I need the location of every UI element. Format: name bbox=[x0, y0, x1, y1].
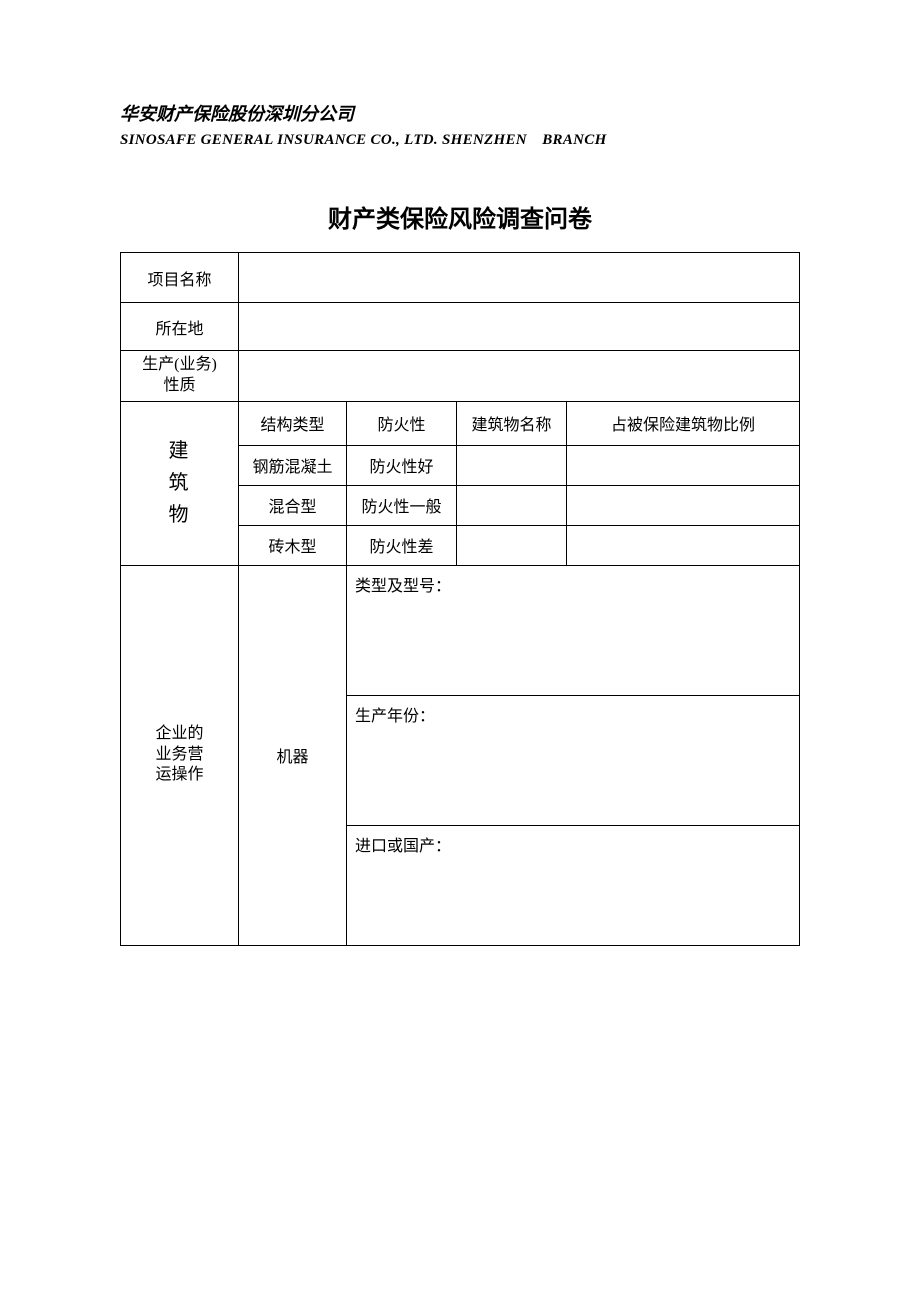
location-value[interactable] bbox=[239, 303, 800, 351]
fire-resistance-3: 防火性差 bbox=[347, 525, 457, 565]
business-nature-label: 生产(业务) 性质 bbox=[121, 351, 239, 402]
fire-resistance-header: 防火性 bbox=[347, 401, 457, 445]
fire-resistance-2: 防火性一般 bbox=[347, 485, 457, 525]
business-nature-value[interactable] bbox=[239, 351, 800, 402]
document-title: 财产类保险风险调查问卷 bbox=[120, 199, 800, 234]
structure-type-1: 钢筋混凝土 bbox=[239, 445, 347, 485]
building-name-3[interactable] bbox=[457, 525, 567, 565]
ratio-header: 占被保险建筑物比例 bbox=[567, 401, 800, 445]
structure-type-3: 砖木型 bbox=[239, 525, 347, 565]
building-name-2[interactable] bbox=[457, 485, 567, 525]
ratio-1[interactable] bbox=[567, 445, 800, 485]
import-domestic-field[interactable]: 进口或国产： bbox=[347, 825, 800, 945]
production-year-field[interactable]: 生产年份： bbox=[347, 695, 800, 825]
operations-label: 企业的业务营运操作 bbox=[121, 565, 239, 945]
structure-type-header: 结构类型 bbox=[239, 401, 347, 445]
machine-label: 机器 bbox=[239, 565, 347, 945]
type-model-field[interactable]: 类型及型号： bbox=[347, 565, 800, 695]
document-header: 华安财产保险股份深圳分公司 SINOSAFE GENERAL INSURANCE… bbox=[120, 100, 800, 149]
ratio-2[interactable] bbox=[567, 485, 800, 525]
company-name-chinese: 华安财产保险股份深圳分公司 bbox=[120, 100, 800, 126]
fire-resistance-1: 防火性好 bbox=[347, 445, 457, 485]
building-section-label: 建 筑 物 bbox=[121, 401, 239, 565]
project-name-value[interactable] bbox=[239, 253, 800, 303]
structure-type-2: 混合型 bbox=[239, 485, 347, 525]
project-name-label: 项目名称 bbox=[121, 253, 239, 303]
location-label: 所在地 bbox=[121, 303, 239, 351]
ratio-3[interactable] bbox=[567, 525, 800, 565]
survey-form-table: 项目名称 所在地 生产(业务) 性质 建 筑 物 结构类型 防火性 建筑物名称 … bbox=[120, 252, 800, 946]
company-name-english: SINOSAFE GENERAL INSURANCE CO., LTD. SHE… bbox=[120, 128, 800, 149]
building-name-1[interactable] bbox=[457, 445, 567, 485]
building-name-header: 建筑物名称 bbox=[457, 401, 567, 445]
